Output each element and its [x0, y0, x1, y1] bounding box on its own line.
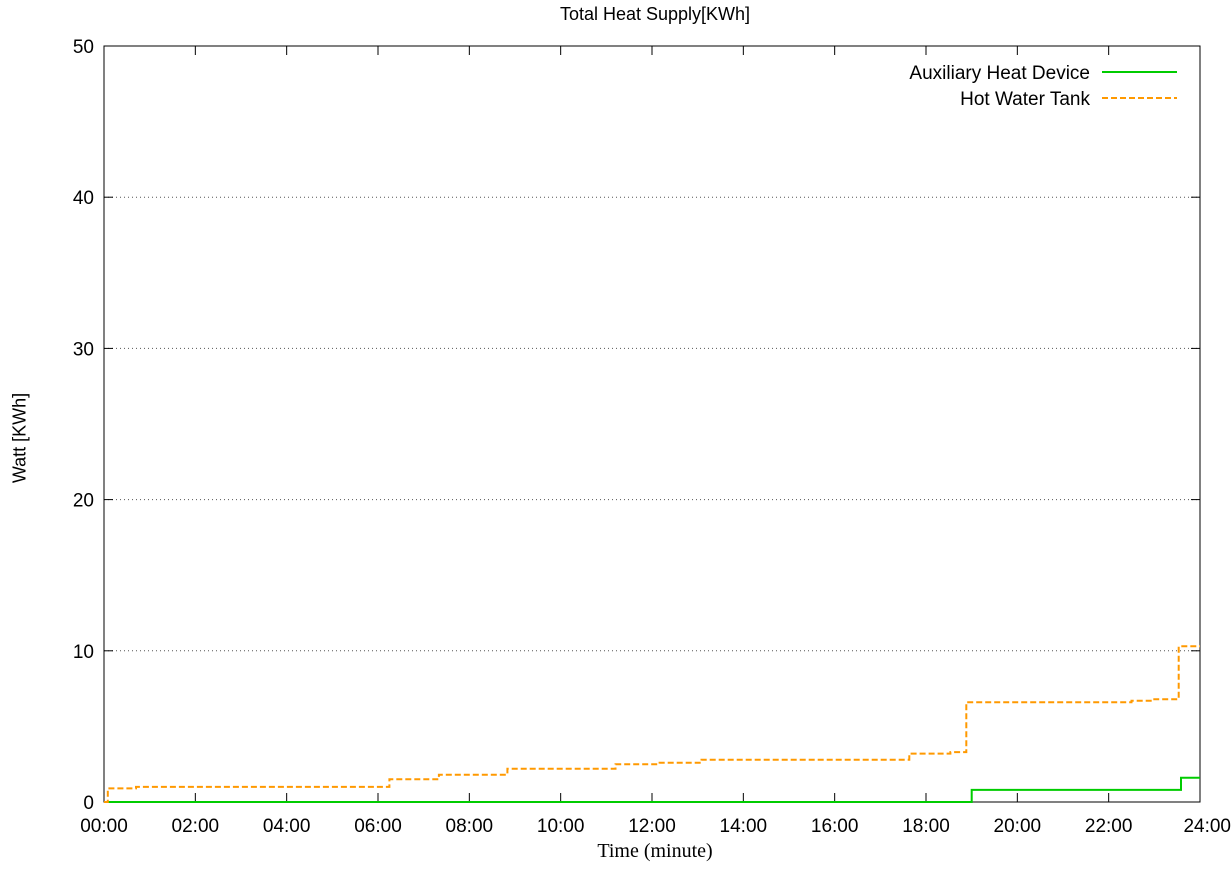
legend-label: Hot Water Tank: [960, 89, 1090, 110]
x-tick-label: 16:00: [811, 816, 859, 837]
y-tick-label: 50: [73, 37, 94, 58]
y-tick-label: 10: [73, 642, 94, 663]
x-tick-label: 14:00: [720, 816, 768, 837]
x-tick-label: 22:00: [1085, 816, 1133, 837]
x-tick-label: 12:00: [628, 816, 676, 837]
y-tick-label: 20: [73, 491, 94, 512]
x-tick-label: 10:00: [537, 816, 585, 837]
x-tick-label: 18:00: [902, 816, 950, 837]
x-tick-label: 00:00: [80, 816, 128, 837]
x-tick-label: 08:00: [446, 816, 494, 837]
series-line-0: [104, 776, 1200, 803]
legend-label: Auxiliary Heat Device: [909, 63, 1090, 84]
x-axis-label: Time (minute): [597, 840, 713, 862]
x-tick-label: 04:00: [263, 816, 311, 837]
x-tick-label: 20:00: [994, 816, 1042, 837]
y-tick-label: 0: [83, 793, 94, 814]
plot-frame: [103, 45, 1201, 803]
series-line-1: [104, 645, 1200, 803]
chart-title: Total Heat Supply[KWh]: [559, 4, 751, 24]
y-tick-label: 40: [73, 188, 94, 209]
x-tick-label: 24:00: [1183, 816, 1231, 837]
y-tick-label: 30: [73, 339, 94, 360]
x-tick-label: 02:00: [172, 816, 220, 837]
x-tick-label: 06:00: [354, 816, 402, 837]
